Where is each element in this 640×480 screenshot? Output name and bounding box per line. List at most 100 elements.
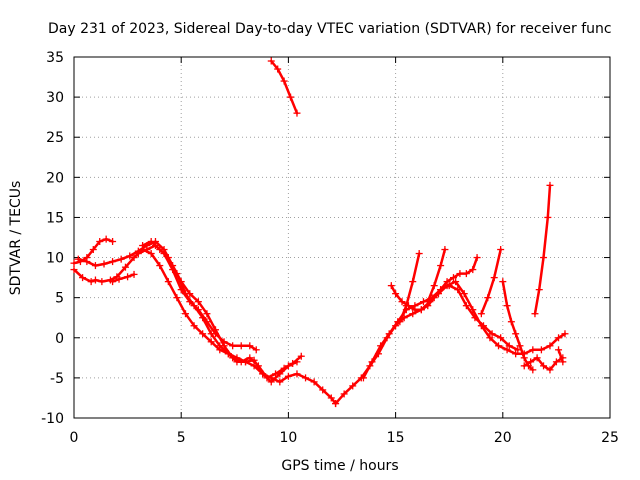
plus-marker (495, 342, 503, 350)
plus-marker (398, 298, 406, 306)
plus-marker (471, 314, 479, 322)
y-tick-label: 30 (46, 90, 64, 106)
plus-marker (289, 359, 297, 367)
plus-marker (512, 330, 520, 338)
plus-marker (280, 77, 288, 85)
plus-marker (100, 260, 108, 268)
plus-marker (147, 250, 155, 258)
plus-marker (531, 310, 539, 318)
plus-marker (302, 374, 310, 382)
plus-marker (546, 342, 554, 350)
plus-marker (203, 310, 211, 318)
plus-marker (319, 386, 327, 394)
plus-marker (484, 294, 492, 302)
plus-marker (216, 342, 224, 350)
plus-marker (274, 65, 282, 73)
plus-marker (164, 278, 172, 286)
plus-marker (134, 250, 142, 258)
x-axis-label: GPS time / hours (281, 458, 398, 474)
plus-marker (340, 390, 348, 398)
plus-marker (477, 310, 485, 318)
plus-marker (190, 302, 198, 310)
plus-marker (276, 378, 284, 386)
plus-marker (156, 246, 164, 254)
plus-marker (83, 258, 91, 266)
plus-marker (143, 246, 151, 254)
plus-marker (368, 358, 376, 366)
plus-marker (109, 278, 117, 286)
plus-marker (124, 273, 132, 281)
plus-marker (430, 282, 438, 290)
y-tick-label: 5 (55, 291, 64, 307)
plus-marker (445, 282, 453, 290)
plus-marker (430, 294, 438, 302)
plus-marker (267, 374, 275, 382)
series-track-f (139, 238, 340, 408)
plus-marker (139, 242, 147, 250)
plus-marker (259, 370, 267, 378)
plus-marker (456, 270, 464, 278)
y-axis-label: SDTVAR / TECUs (8, 181, 24, 296)
plus-marker (164, 254, 172, 262)
y-tick-label: 35 (46, 50, 64, 66)
plus-marker (91, 262, 99, 270)
plus-marker (559, 358, 567, 366)
plus-marker (454, 286, 462, 294)
plus-marker (246, 342, 254, 350)
plus-marker (424, 298, 432, 306)
plus-marker (102, 235, 110, 243)
x-tick-label: 5 (177, 430, 186, 446)
plus-marker (469, 266, 477, 274)
plus-marker (520, 362, 528, 370)
plus-marker (284, 372, 292, 380)
plus-marker (540, 362, 548, 370)
series-track-c (109, 270, 138, 286)
plus-marker (497, 334, 505, 342)
plus-marker (130, 254, 138, 262)
plus-marker (121, 263, 129, 271)
x-tick-label: 20 (494, 430, 512, 446)
plus-marker (437, 286, 445, 294)
plus-marker (87, 278, 95, 286)
plus-marker (486, 334, 494, 342)
plus-marker (437, 262, 445, 270)
series-track-b (70, 235, 117, 267)
x-tick-label: 0 (70, 430, 79, 446)
plus-marker (529, 346, 537, 354)
plus-marker (359, 374, 367, 382)
plus-marker (70, 266, 78, 274)
plus-marker (173, 270, 181, 278)
plus-marker (555, 334, 563, 342)
y-tick-label: -5 (50, 371, 64, 387)
plus-marker (452, 278, 460, 286)
plus-marker (267, 57, 275, 65)
plus-marker (402, 302, 410, 310)
plus-marker (473, 254, 481, 262)
plus-marker (293, 370, 301, 378)
plus-marker (272, 370, 280, 378)
plus-marker (546, 366, 554, 374)
plus-marker (147, 238, 155, 246)
plus-marker (194, 298, 202, 306)
plus-marker (109, 258, 117, 266)
plus-marker (233, 358, 241, 366)
x-tick-label: 10 (279, 430, 297, 446)
plus-marker (552, 358, 560, 366)
plus-marker (385, 330, 393, 338)
plus-marker (527, 358, 535, 366)
plus-marker (546, 181, 554, 189)
series-track-o (531, 181, 554, 318)
plus-marker (109, 238, 117, 246)
plus-marker (242, 358, 250, 366)
plus-marker (252, 346, 260, 354)
plus-marker (497, 246, 505, 254)
plus-marker (96, 238, 104, 246)
y-tick-label: 10 (46, 251, 64, 267)
x-tick-label: 15 (387, 430, 405, 446)
plus-marker (387, 282, 395, 290)
plus-marker (70, 259, 78, 267)
plus-marker (98, 278, 106, 286)
y-tick-label: 0 (55, 331, 64, 347)
plus-marker (415, 250, 423, 258)
plus-marker (246, 354, 254, 362)
